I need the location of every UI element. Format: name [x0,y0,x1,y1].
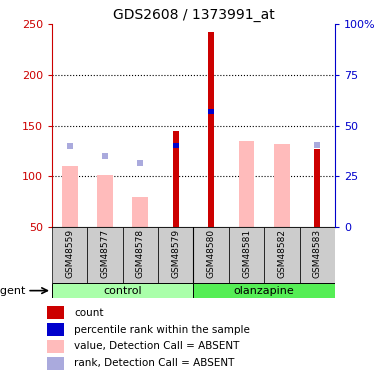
Bar [52,283,193,298]
Bar [87,227,123,283]
Bar [132,196,148,227]
Text: GSM48577: GSM48577 [100,229,110,278]
Text: GSM48580: GSM48580 [207,229,216,278]
Text: control: control [104,286,142,296]
Text: GSM48559: GSM48559 [65,229,74,278]
Bar [47,306,64,320]
Bar [274,144,290,227]
Text: GSM48579: GSM48579 [171,229,180,278]
Bar [264,227,300,283]
Bar [62,166,78,227]
Bar [172,131,179,227]
Bar [208,109,214,114]
Text: GSM48578: GSM48578 [136,229,145,278]
Bar [300,227,335,283]
Title: GDS2608 / 1373991_at: GDS2608 / 1373991_at [112,8,275,22]
Bar [172,143,179,148]
Bar [47,340,64,353]
Bar [158,227,193,283]
Bar [52,227,87,283]
Bar [47,323,64,336]
Bar [229,227,264,283]
Text: rank, Detection Call = ABSENT: rank, Detection Call = ABSENT [75,358,235,368]
Text: value, Detection Call = ABSENT: value, Detection Call = ABSENT [75,341,240,351]
Text: GSM48581: GSM48581 [242,229,251,278]
Text: count: count [75,308,104,318]
Bar [97,175,113,227]
Text: GSM48583: GSM48583 [313,229,322,278]
Bar [208,33,214,227]
Bar [193,227,229,283]
Bar [314,149,320,227]
Text: olanzapine: olanzapine [234,286,295,296]
Text: percentile rank within the sample: percentile rank within the sample [75,325,250,334]
Bar [239,141,254,227]
Bar [47,357,64,370]
Bar [193,283,335,298]
Bar [123,227,158,283]
Text: GSM48582: GSM48582 [277,229,286,278]
Text: agent: agent [0,286,25,296]
